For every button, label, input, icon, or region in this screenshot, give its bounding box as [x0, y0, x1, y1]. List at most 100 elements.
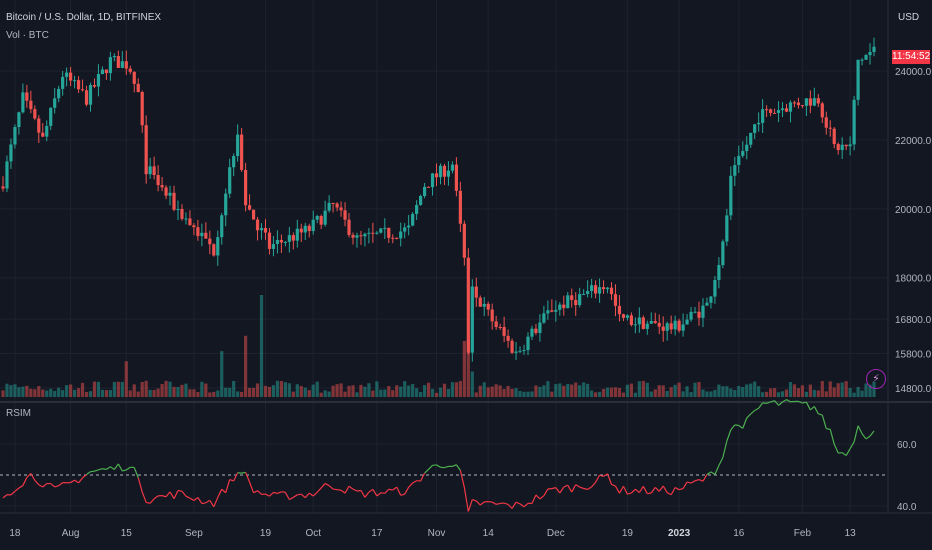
rsi-segment	[670, 487, 676, 496]
candle-body	[164, 187, 168, 196]
volume-bar	[9, 385, 13, 397]
volume-bar	[84, 391, 89, 397]
volume-bar	[69, 384, 73, 397]
volume-bar	[768, 388, 773, 397]
candle-body	[860, 59, 864, 61]
volume-bar	[522, 391, 526, 397]
rsi-segment	[531, 494, 537, 504]
volume-bar	[204, 383, 208, 397]
candle-body	[371, 232, 375, 234]
volume-bar	[681, 391, 685, 397]
lightning-bolt-icon[interactable]: ⚡	[866, 369, 886, 389]
time-tick-label: 18	[9, 528, 21, 539]
volume-bar	[494, 384, 498, 397]
volume-bar	[188, 389, 192, 397]
candle-body	[172, 192, 176, 210]
candle-body	[450, 164, 455, 171]
rsi-segment	[113, 463, 119, 470]
candle-body	[518, 350, 522, 352]
candle-body	[725, 215, 729, 242]
rsi-segment	[726, 429, 732, 442]
rsi-segment	[555, 487, 561, 494]
volume-bar	[450, 382, 455, 397]
volume-bar	[470, 371, 474, 397]
candle-body	[363, 233, 367, 237]
volume-bar	[283, 382, 287, 397]
price-tick-label: 20000.0	[895, 205, 932, 216]
volume-bar	[29, 388, 33, 397]
rsi-segment	[153, 495, 159, 500]
candle-body	[331, 202, 335, 204]
rsi-segment	[102, 468, 107, 470]
rsi-segment	[758, 402, 764, 409]
volume-bar	[271, 385, 276, 397]
rsi-segment	[479, 501, 485, 506]
candle-body	[737, 155, 741, 166]
candle-body	[824, 117, 828, 128]
volume-bar	[363, 386, 367, 397]
candle-body	[104, 69, 109, 74]
rsi-segment	[829, 429, 835, 445]
candle-body	[271, 244, 276, 249]
candle-body	[9, 144, 13, 162]
rsi-segment	[137, 477, 143, 493]
candle-body	[550, 310, 554, 312]
candle-body	[228, 167, 232, 194]
rsi-segment	[209, 500, 215, 508]
candle-body	[466, 257, 470, 353]
volume-bar	[279, 380, 284, 397]
rsi-segment	[622, 485, 628, 495]
rsi-segment	[511, 501, 517, 509]
rsi-legend[interactable]: RSIM	[6, 408, 31, 419]
candle-body	[605, 287, 610, 290]
rsi-segment	[420, 472, 426, 482]
candle-body	[156, 175, 160, 186]
candle-body	[582, 293, 586, 295]
rsi-segment	[638, 486, 644, 493]
volume-bar	[653, 389, 657, 397]
volume-legend[interactable]: Vol · BTC	[6, 30, 49, 41]
currency-label[interactable]: USD	[898, 12, 920, 23]
rsi-segment	[117, 463, 123, 472]
candle-body	[41, 132, 45, 137]
candle-body	[136, 83, 140, 93]
volume-bar	[124, 361, 128, 397]
candle-body	[188, 218, 192, 226]
rsi-segment	[455, 464, 461, 471]
volume-bar	[287, 383, 291, 397]
volume-bar	[419, 391, 423, 397]
volume-bar	[327, 391, 331, 397]
volume-bar	[347, 385, 351, 397]
time-tick-label: 13	[845, 528, 857, 539]
candle-body	[820, 103, 824, 118]
symbol-title[interactable]: Bitcoin / U.S. Dollar, 1D, BITFINEX	[6, 12, 162, 23]
candle-body	[470, 286, 474, 353]
rsi-segment	[642, 486, 648, 494]
volume-bar	[558, 383, 562, 397]
rsi-segment	[312, 491, 318, 497]
candle-body	[375, 232, 379, 234]
volume-bar	[864, 383, 868, 397]
rsi-segment	[146, 501, 151, 504]
candle-body	[232, 156, 236, 168]
candle-body	[351, 234, 355, 238]
candle-body	[717, 265, 721, 281]
rsi-segment	[662, 485, 668, 493]
rsi-segment	[333, 488, 338, 491]
rsi-segment	[614, 485, 620, 494]
rsi-segment	[404, 486, 410, 495]
volume-bar	[61, 390, 65, 397]
rsi-segment	[328, 485, 334, 490]
candle-body	[120, 61, 124, 68]
volume-bar	[96, 381, 101, 397]
rsi-segment	[714, 465, 720, 475]
rsi-segment	[575, 484, 581, 488]
time-tick-label: Sep	[185, 528, 203, 539]
price-tick-label: 15800.0	[895, 350, 932, 361]
volume-bar	[180, 384, 184, 397]
candle-body	[287, 235, 291, 242]
candle-body	[554, 309, 558, 312]
volume-bar	[725, 386, 729, 397]
volume-bar	[820, 381, 824, 397]
